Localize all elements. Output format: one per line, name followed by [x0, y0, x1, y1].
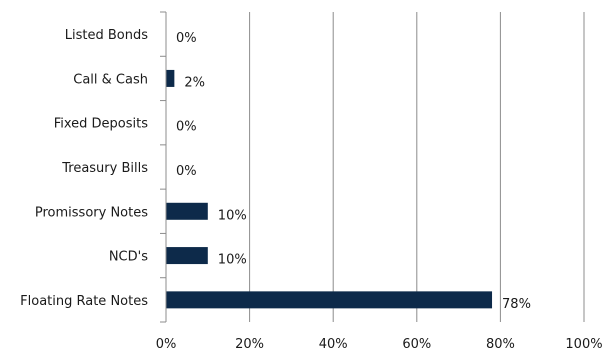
- x-tick-label: 100%: [565, 337, 602, 352]
- category-label: Treasury Bills: [61, 161, 148, 176]
- data-label: 0%: [176, 164, 197, 179]
- x-tick-label: 20%: [235, 337, 264, 352]
- bar: [166, 247, 208, 265]
- data-label: 78%: [502, 297, 531, 312]
- x-tick-label: 40%: [319, 337, 348, 352]
- category-label: Call & Cash: [73, 72, 148, 87]
- y-axis: [160, 11, 167, 323]
- bar: [166, 69, 175, 87]
- x-tick-label: 0%: [156, 337, 177, 352]
- data-label: 10%: [218, 253, 247, 268]
- x-tick-label: 80%: [486, 337, 515, 352]
- x-axis: 0% 20% 40% 60% 80% 100%: [156, 337, 603, 352]
- category-labels: Listed Bonds Call & Cash Fixed Deposits Tre…: [20, 28, 148, 309]
- data-label: 0%: [176, 120, 197, 135]
- category-label: Fixed Deposits: [54, 117, 149, 132]
- bar: [166, 291, 493, 309]
- category-label: NCD's: [109, 250, 148, 265]
- category-label: Listed Bonds: [65, 28, 148, 43]
- category-label: Floating Rate Notes: [20, 294, 148, 309]
- data-label: 0%: [176, 31, 197, 46]
- data-labels: 0% 2% 0% 0% 10% 10% 78%: [176, 31, 531, 312]
- data-label: 2%: [184, 75, 205, 90]
- x-tick-label: 60%: [402, 337, 431, 352]
- data-label: 10%: [218, 208, 247, 223]
- bars: [166, 69, 493, 309]
- bar: [166, 202, 208, 220]
- category-label: Promissory Notes: [35, 205, 148, 220]
- grid-lines: [249, 12, 585, 322]
